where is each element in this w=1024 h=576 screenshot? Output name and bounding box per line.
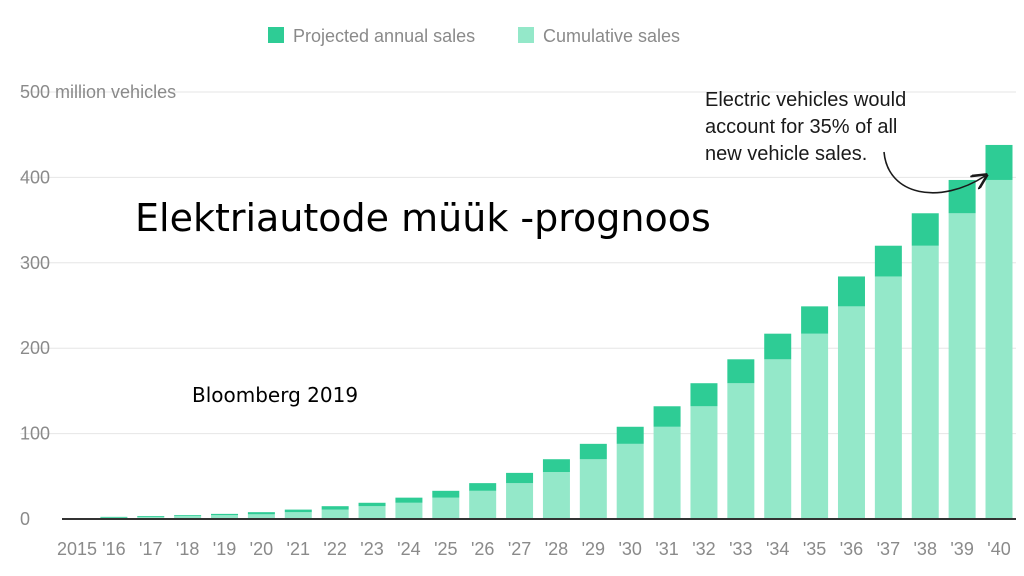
x-tick-label: '22	[323, 539, 346, 559]
bar-projected-annual	[247, 512, 275, 515]
bar-projected-annual	[616, 426, 644, 444]
x-tick-label: '19	[213, 539, 236, 559]
x-tick-label: '37	[877, 539, 900, 559]
x-tick-label: '36	[840, 539, 863, 559]
bar-cumulative	[727, 383, 755, 519]
x-tick-label: '39	[950, 539, 973, 559]
slide-title: Elektriautode müük -prognoos	[135, 196, 711, 240]
bar-projected-annual	[985, 144, 1013, 180]
x-tick-label: '21	[287, 539, 310, 559]
bar-projected-annual	[801, 306, 829, 334]
x-tick-label: '18	[176, 539, 199, 559]
bar-projected-annual	[469, 483, 497, 491]
bar-projected-annual	[211, 513, 239, 516]
annotation-line-2: account for 35% of all	[705, 116, 897, 138]
bar-projected-annual	[690, 383, 718, 407]
x-tick-label: '27	[508, 539, 531, 559]
x-tick-label: '16	[102, 539, 125, 559]
y-tick-label: 300	[20, 253, 50, 273]
bar-cumulative	[616, 443, 644, 519]
x-tick-label: '17	[139, 539, 162, 559]
bar-cumulative	[469, 490, 497, 519]
source-caption: Bloomberg 2019	[192, 383, 359, 407]
x-tick-label: '25	[434, 539, 457, 559]
x-tick-label: '38	[914, 539, 937, 559]
bar-projected-annual	[653, 406, 681, 427]
bar-projected-annual	[727, 359, 755, 384]
bar-projected-annual	[321, 506, 349, 510]
x-tick-label: '24	[397, 539, 420, 559]
bar-projected-annual	[100, 516, 128, 518]
bar-cumulative	[542, 472, 570, 519]
bar-cumulative	[579, 459, 607, 519]
bar-projected-annual	[358, 502, 386, 507]
bar-cumulative	[211, 515, 239, 519]
bar-cumulative	[837, 306, 865, 519]
bar-cumulative	[801, 333, 829, 519]
x-tick-label: '28	[545, 539, 568, 559]
legend-swatch-cumulative	[518, 27, 534, 43]
bar-cumulative	[874, 276, 902, 519]
x-tick-label: '26	[471, 539, 494, 559]
bars	[63, 144, 1013, 519]
bar-projected-annual	[432, 490, 460, 498]
bar-projected-annual	[506, 472, 534, 484]
bar-cumulative	[247, 514, 275, 519]
x-tick-label: '23	[360, 539, 383, 559]
x-tick-label: '31	[655, 539, 678, 559]
y-tick-label: 200	[20, 338, 50, 358]
bar-projected-annual	[837, 276, 865, 307]
bar-cumulative	[432, 497, 460, 519]
x-tick-label: '30	[618, 539, 641, 559]
bar-cumulative	[174, 516, 202, 519]
bar-projected-annual	[911, 213, 939, 246]
bar-cumulative	[137, 516, 165, 519]
legend-label-projected: Projected annual sales	[293, 26, 475, 46]
bar-projected-annual	[542, 459, 570, 473]
legend-swatch-projected	[268, 27, 284, 43]
bar-cumulative	[653, 426, 681, 519]
bar-cumulative	[321, 509, 349, 519]
bar-projected-annual	[174, 515, 202, 517]
bar-cumulative	[764, 359, 792, 519]
x-tick-label: '35	[803, 539, 826, 559]
bar-cumulative	[911, 245, 939, 519]
bar-cumulative	[985, 179, 1013, 519]
y-tick-label: 0	[20, 509, 30, 529]
bar-projected-annual	[764, 333, 792, 360]
bar-cumulative	[506, 483, 534, 519]
x-axis-ticks: 2015'16 '17 '18 '19 '20 '21 '22 '23 '24 '25 '26 '27…	[57, 539, 1011, 559]
bar-projected-annual	[948, 179, 976, 214]
bar-cumulative	[690, 406, 718, 519]
bar-projected-annual	[874, 245, 902, 277]
annotation: Electric vehicles would account for 35% …	[705, 89, 985, 194]
bar-cumulative	[395, 502, 423, 519]
bar-projected-annual	[137, 516, 165, 517]
x-tick-label: '33	[729, 539, 752, 559]
x-tick-label: '29	[582, 539, 605, 559]
legend-label-cumulative: Cumulative sales	[543, 26, 680, 46]
x-tick-label: '20	[250, 539, 273, 559]
y-tick-label: 100	[20, 424, 50, 444]
legend: Projected annual sales Cumulative sales	[268, 26, 680, 46]
y-tick-label: 500 million vehicles	[20, 82, 176, 102]
annotation-line-1: Electric vehicles would	[705, 89, 906, 111]
bar-cumulative	[358, 506, 386, 519]
annotation-arrow	[883, 151, 985, 194]
x-tick-label: '32	[692, 539, 715, 559]
bar-cumulative	[948, 213, 976, 519]
y-tick-label: 400	[20, 167, 50, 187]
bar-cumulative	[284, 512, 312, 519]
bar-projected-annual	[284, 509, 312, 513]
x-tick-label: '34	[766, 539, 789, 559]
x-tick-label: 2015	[57, 539, 97, 559]
bar-projected-annual	[395, 497, 423, 503]
y-axis-ticks: 500 million vehicles 400 300 200 100 0	[20, 82, 176, 529]
annotation-line-3: new vehicle sales.	[705, 143, 867, 165]
bar-projected-annual	[579, 443, 607, 460]
x-tick-label: '40	[987, 539, 1010, 559]
